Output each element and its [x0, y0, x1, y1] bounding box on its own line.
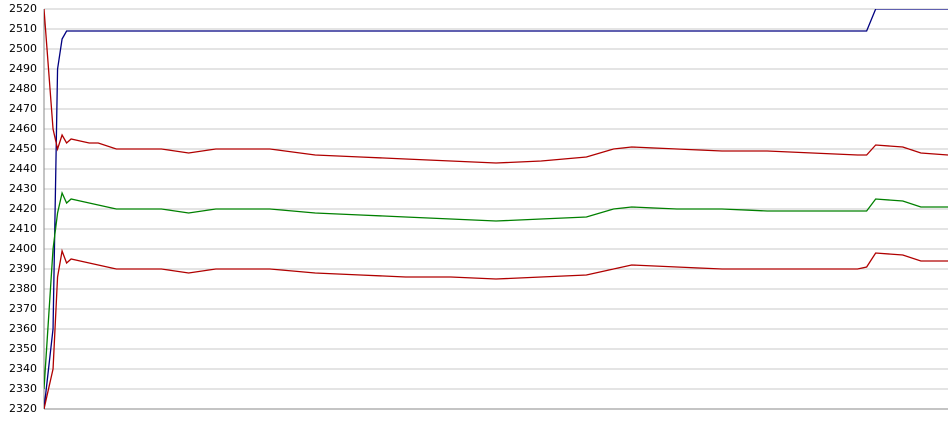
y-tick-label: 2480 — [9, 82, 37, 95]
y-tick-label: 2340 — [9, 362, 37, 375]
y-tick-label: 2380 — [9, 282, 37, 295]
y-tick-label: 2440 — [9, 162, 37, 175]
y-tick-label: 2490 — [9, 62, 37, 75]
y-tick-label: 2410 — [9, 222, 37, 235]
y-tick-label: 2430 — [9, 182, 37, 195]
y-tick-label: 2470 — [9, 102, 37, 115]
y-tick-label: 2520 — [9, 2, 37, 15]
y-tick-label: 2320 — [9, 402, 37, 415]
y-tick-label: 2400 — [9, 242, 37, 255]
y-tick-label: 2390 — [9, 262, 37, 275]
series-line — [44, 9, 948, 164]
series-line — [44, 248, 948, 409]
y-tick-label: 2500 — [9, 42, 37, 55]
series-line — [44, 190, 948, 390]
y-tick-label: 2360 — [9, 322, 37, 335]
series-line — [44, 9, 948, 409]
y-tick-label: 2460 — [9, 122, 37, 135]
y-tick-label: 2450 — [9, 142, 37, 155]
y-tick-label: 2510 — [9, 22, 37, 35]
y-tick-label: 2330 — [9, 382, 37, 395]
y-tick-label: 2370 — [9, 302, 37, 315]
y-tick-label: 2350 — [9, 342, 37, 355]
y-tick-label: 2420 — [9, 202, 37, 215]
